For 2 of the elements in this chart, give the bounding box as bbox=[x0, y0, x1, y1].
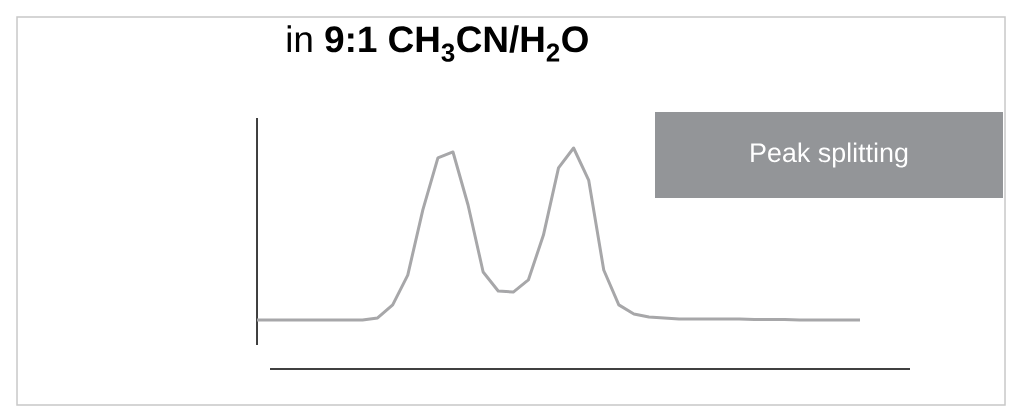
chart-title: in 9:1 CH$_{3}$CN/H$_{2}$O bbox=[287, 25, 588, 62]
annotation: Peak splitting bbox=[751, 142, 908, 168]
